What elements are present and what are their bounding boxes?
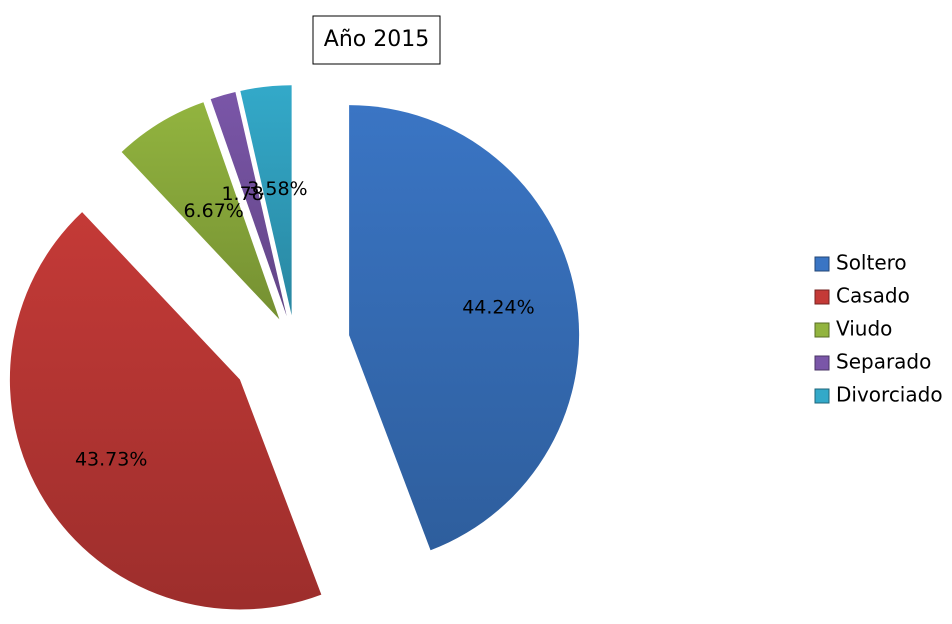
legend-label: Casado — [836, 284, 910, 308]
chart-title: Año 2015 — [324, 27, 429, 52]
legend-swatch — [814, 256, 830, 272]
pie-slice — [349, 105, 580, 551]
data-label: 44.24% — [462, 296, 534, 318]
pie-slice — [9, 212, 322, 610]
legend-label: Soltero — [836, 251, 907, 275]
legend-swatch — [814, 322, 830, 338]
pie-slice — [121, 102, 280, 320]
legend-swatch — [814, 388, 830, 404]
legend-label: Separado — [836, 350, 931, 374]
title-box — [312, 15, 441, 65]
legend-swatch — [814, 289, 830, 305]
data-label: 3.58% — [247, 178, 307, 200]
data-label: 43.73% — [75, 448, 147, 470]
legend-swatch — [814, 355, 830, 371]
legend-label: Viudo — [836, 317, 892, 341]
legend-label: Divorciado — [836, 383, 943, 407]
pie-slice — [240, 85, 292, 316]
data-label: 6.67% — [184, 200, 244, 222]
pie-slice — [210, 91, 287, 317]
